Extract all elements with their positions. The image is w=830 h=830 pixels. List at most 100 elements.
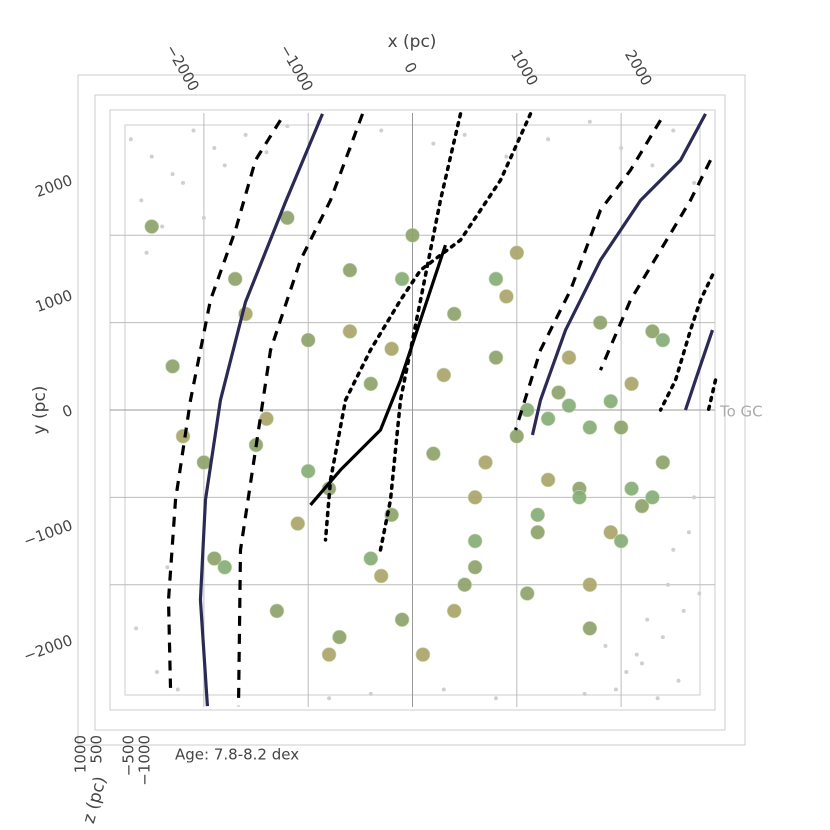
cluster-point <box>561 350 577 365</box>
field-star <box>671 128 676 133</box>
field-star <box>191 128 196 133</box>
field-star <box>154 670 159 675</box>
field-star <box>201 215 206 220</box>
z-tick-label: 1000 <box>72 735 90 773</box>
field-star <box>650 163 655 168</box>
cluster-point <box>624 481 639 496</box>
field-star <box>222 163 227 168</box>
field-star <box>170 172 175 177</box>
cluster-point <box>446 603 462 619</box>
cluster-point <box>217 559 233 575</box>
y-tick-label: 2000 <box>33 171 75 201</box>
cluster-point <box>144 219 160 234</box>
field-star <box>655 696 660 701</box>
field-star <box>504 154 509 159</box>
spiral-arm <box>598 159 712 371</box>
y-tick-label: −2000 <box>21 631 75 665</box>
plot-layer <box>110 112 718 707</box>
cluster-point <box>373 568 389 584</box>
cluster-point <box>488 271 504 287</box>
annotation: Age: 7.8-8.2 dex <box>175 746 299 764</box>
field-star <box>582 691 587 696</box>
spiral-arm <box>378 112 463 552</box>
field-star <box>613 687 618 692</box>
cluster-point <box>551 385 566 400</box>
cluster-point <box>227 271 243 287</box>
field-star <box>134 626 139 631</box>
field-star <box>462 132 467 137</box>
field-star <box>243 132 248 137</box>
field-star <box>645 617 650 622</box>
cluster-point <box>207 551 222 566</box>
cluster-point <box>405 227 420 243</box>
field-star <box>619 145 624 150</box>
cluster-point <box>561 398 577 413</box>
field-star <box>546 137 551 142</box>
field-star <box>639 661 644 666</box>
field-star <box>175 687 180 692</box>
spiral-arm <box>166 119 282 688</box>
field-star <box>212 145 217 150</box>
cluster-point <box>436 367 452 383</box>
field-star <box>692 180 697 185</box>
cluster-point <box>457 577 472 593</box>
cluster-point <box>499 289 514 304</box>
z-tick-label: −1000 <box>136 735 154 786</box>
cluster-point <box>582 420 598 435</box>
cluster-point <box>342 262 358 278</box>
field-star <box>139 198 144 203</box>
cluster-point <box>645 490 660 505</box>
x-tick-label: 1000 <box>507 47 542 89</box>
cluster-point <box>572 490 587 505</box>
cluster-point <box>592 315 608 330</box>
y-tick-label: 1000 <box>33 286 75 316</box>
field-star <box>666 582 671 587</box>
cluster-point <box>290 516 306 531</box>
cluster-point <box>300 463 316 479</box>
field-star <box>441 687 446 692</box>
z-tick-label: −500 <box>120 735 138 776</box>
field-star <box>160 224 165 229</box>
cluster-point <box>655 455 671 470</box>
cluster-point <box>175 428 191 444</box>
field-star <box>603 643 608 648</box>
field-star <box>264 150 269 155</box>
spiral-arm <box>198 113 324 707</box>
x-tick-label: 2000 <box>621 47 656 89</box>
cluster-point <box>645 324 660 339</box>
y-tick-label: 0 <box>60 401 75 421</box>
y-tick-label: −1000 <box>21 516 75 550</box>
cluster-point <box>300 332 316 348</box>
cluster-point <box>394 612 410 627</box>
x-tick-label: −1000 <box>276 41 317 94</box>
x-axis-label: x (pc) <box>388 32 437 52</box>
cluster-point <box>540 472 556 488</box>
cluster-point <box>446 306 462 322</box>
field-star <box>587 119 592 124</box>
x-tick-label: 0 <box>400 59 420 76</box>
cluster-point <box>582 621 598 636</box>
spiral-arm <box>514 119 662 431</box>
cluster-point <box>488 350 504 365</box>
cluster-point <box>467 533 483 549</box>
cluster-point <box>613 533 629 549</box>
cluster-point <box>363 551 379 566</box>
field-star <box>493 696 498 701</box>
cluster-point <box>415 647 431 662</box>
field-star <box>681 608 686 613</box>
cluster-point <box>165 359 180 374</box>
cluster-point <box>467 559 483 575</box>
cluster-point <box>426 446 441 461</box>
cluster-point <box>655 332 671 348</box>
field-star <box>144 250 149 255</box>
field-star <box>676 678 681 683</box>
z-tick-label: 500 <box>88 735 106 764</box>
x-tick-label: −2000 <box>162 41 203 94</box>
cluster-point <box>332 629 347 645</box>
field-star <box>149 154 154 159</box>
cluster-point <box>613 420 629 435</box>
spiral-arm <box>309 244 447 506</box>
cluster-point <box>467 490 483 505</box>
spiral-arm <box>530 113 707 436</box>
y-axis-label: y (pc) <box>30 386 50 435</box>
